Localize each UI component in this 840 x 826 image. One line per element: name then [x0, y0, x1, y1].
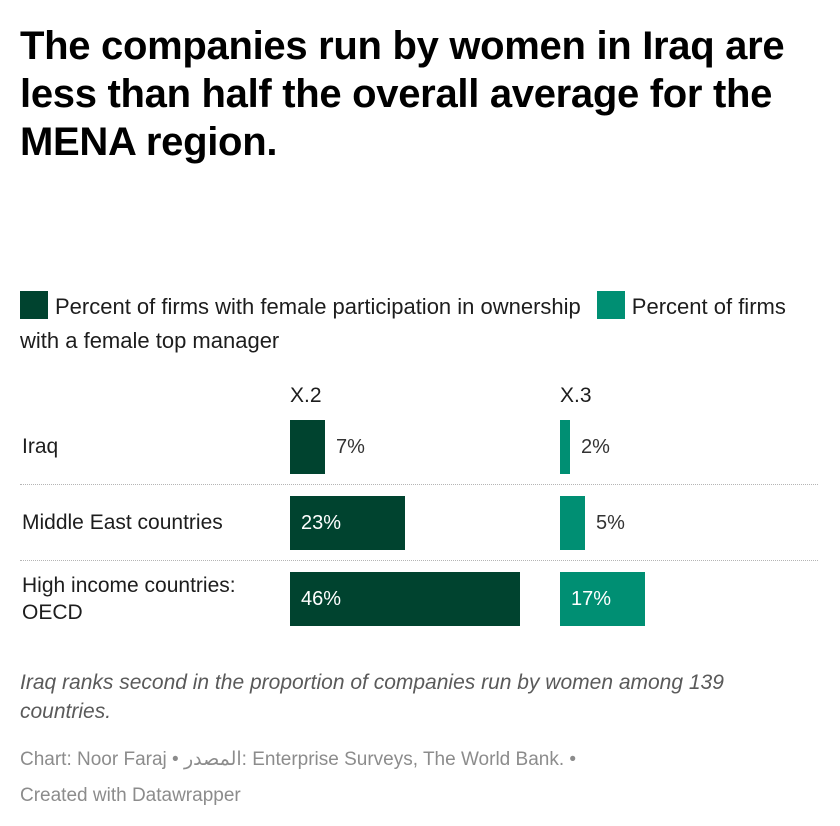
bar-value-label: 5% [596, 512, 625, 534]
chart-footer: Chart: Noor Faraj • المصدر: Enterprise S… [20, 742, 820, 814]
legend: Percent of firms with female participati… [20, 290, 820, 358]
footer-credit: Created with Datawrapper [20, 785, 241, 806]
row-label-oecd: High income countries: OECD [22, 574, 236, 624]
footer-source: Chart: Noor Faraj • المصدر: Enterprise S… [20, 749, 577, 770]
legend-label-manager: Percent of firms with a female top manag… [20, 294, 786, 353]
legend-swatch-manager [596, 291, 625, 319]
bar-ownership-0 [290, 420, 325, 474]
row-divider [20, 560, 818, 561]
row-label-iraq: Iraq [22, 435, 59, 458]
bar-manager-2 [560, 572, 645, 626]
bar-value-label: 17% [571, 588, 612, 610]
bar-value-label: 7% [336, 436, 365, 458]
legend-label-ownership: Percent of firms with female participati… [55, 294, 581, 319]
column-header-x3: X.3 [560, 384, 592, 407]
bar-ownership-2 [290, 572, 520, 626]
bar-ownership-1 [290, 496, 405, 550]
row-label-middle-east: Middle East countries [22, 511, 223, 534]
row-divider [20, 484, 818, 485]
bar-value-label: 2% [581, 436, 610, 458]
chart-title: The companies run by women in Iraq are l… [20, 24, 785, 164]
bar-manager-0 [560, 420, 570, 474]
bar-manager-1 [560, 496, 585, 550]
bar-value-label: 46% [301, 588, 342, 610]
legend-item-ownership: Percent of firms with female participati… [20, 291, 581, 319]
bar-value-label: 23% [301, 512, 342, 534]
chart-note: Iraq ranks second in the proportion of c… [20, 671, 724, 723]
column-header-x2: X.2 [290, 384, 322, 407]
legend-swatch-ownership [20, 291, 48, 319]
legend-item-manager: Percent of firms with a female top manag… [20, 291, 786, 353]
